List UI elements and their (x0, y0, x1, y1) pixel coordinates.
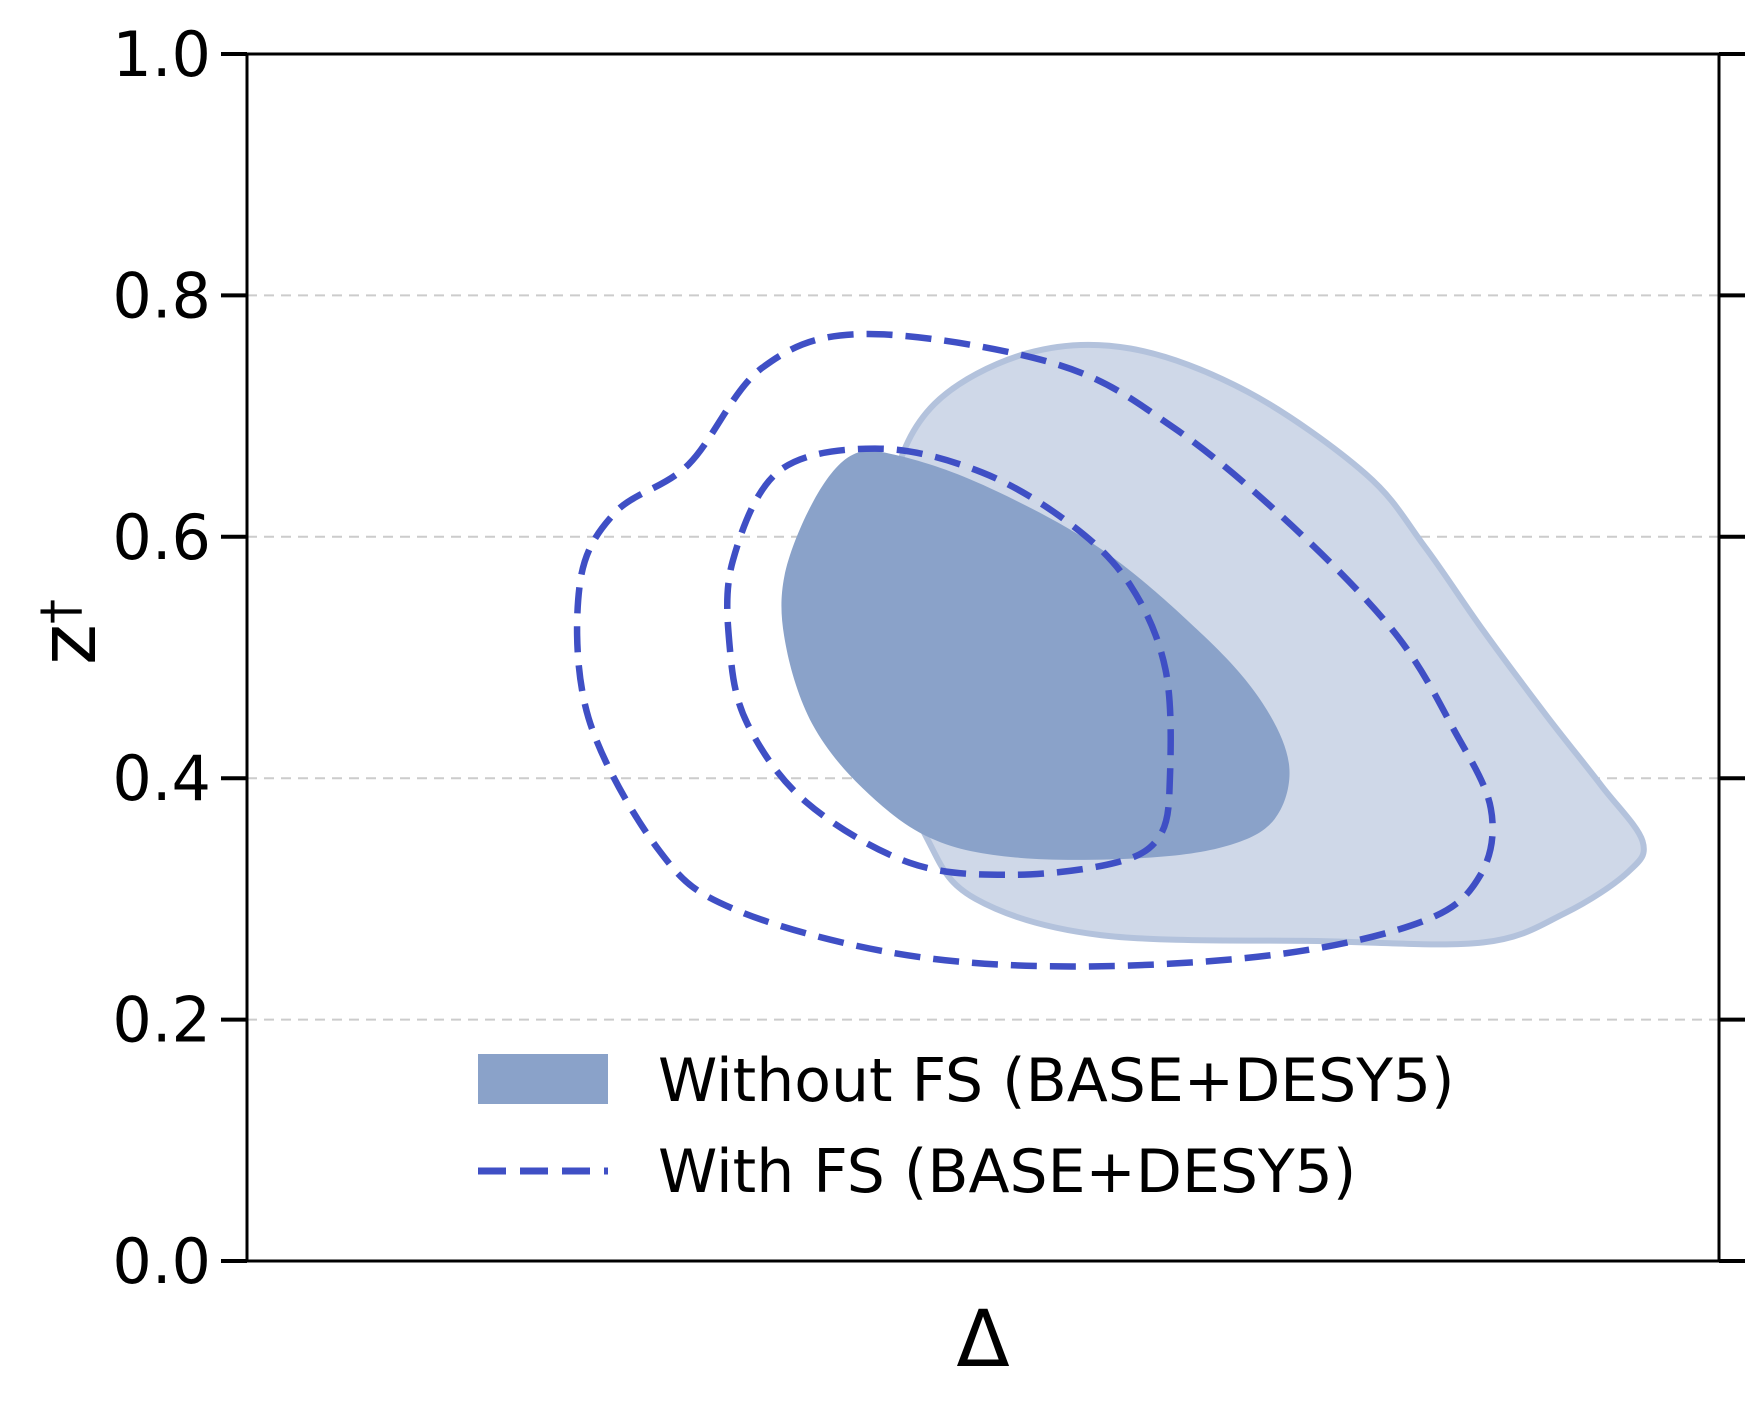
y-tick-label: 1.0 (112, 18, 211, 91)
plot-frame (245, 52, 1721, 1263)
legend: Without FS (BASE+DESY5) With FS (BASE+DE… (478, 1046, 1455, 1207)
contour-with-fs-95 (573, 330, 1496, 970)
legend-label-without-fs: Without FS (BASE+DESY5) (658, 1046, 1455, 1116)
y-tick-label: 0.2 (112, 984, 211, 1057)
y-axis-label-sub: † (31, 599, 89, 624)
x-axis-label: Δ (956, 1295, 1009, 1385)
contour-without-fs-68 (781, 450, 1290, 860)
y-axis-label-main: z (24, 624, 114, 665)
contours (573, 330, 1647, 970)
y-tick-label: 0.4 (112, 742, 211, 815)
y-tick-label: 0.6 (112, 501, 211, 574)
legend-label-with-fs: With FS (BASE+DESY5) (658, 1137, 1356, 1207)
y-tick-label: 0.0 (112, 1225, 211, 1298)
y-tick-label: 0.8 (112, 259, 211, 332)
svg-text:z†: z† (24, 599, 114, 665)
y-ticks: 0.0 0.2 0.4 0.6 0.8 1.0 (112, 18, 1745, 1298)
legend-swatch-filled (478, 1054, 608, 1104)
y-axis-label: z† (24, 599, 114, 665)
contour-with-fs-68 (724, 445, 1174, 879)
